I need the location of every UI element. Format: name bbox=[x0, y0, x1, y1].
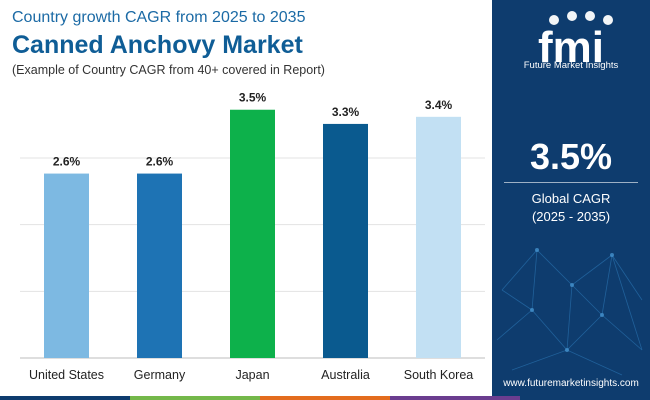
chart-kicker: Country growth CAGR from 2025 to 2035 bbox=[12, 9, 306, 26]
bar-chart: 2.6% United States 2.6% Germany 3.5% Japan 3.3… bbox=[20, 91, 485, 382]
bar-germany bbox=[137, 173, 182, 358]
bottom-color-bar bbox=[0, 396, 650, 400]
x-tick-label: South Korea bbox=[404, 368, 474, 382]
bottom-bar-segment bbox=[260, 396, 390, 400]
cagr-label-line1: Global CAGR bbox=[531, 191, 611, 206]
bar-australia bbox=[323, 123, 368, 358]
bottom-bar-segment bbox=[0, 396, 130, 400]
sidebar-panel: fmi Future Market Insights 3.5% Global C… bbox=[492, 0, 650, 400]
x-tick-label: Germany bbox=[134, 368, 186, 382]
bottom-bar-segment bbox=[130, 396, 260, 400]
chart-area: 2.6% United States 2.6% Germany 3.5% Japan 3.3… bbox=[20, 91, 485, 382]
data-label: 3.3% bbox=[332, 105, 360, 119]
x-tick-label: Australia bbox=[321, 368, 370, 382]
bottom-bar-segment bbox=[520, 396, 650, 400]
fmi-logo: fmi bbox=[538, 11, 613, 72]
divider bbox=[504, 182, 638, 183]
header: Country growth CAGR from 2025 to 2035 Ca… bbox=[12, 8, 482, 79]
global-cagr-value: 3.5% bbox=[529, 136, 613, 177]
x-tick-label: Japan bbox=[235, 368, 269, 382]
x-tick-label: United States bbox=[29, 368, 104, 382]
cagr-label-line2: (2025 - 2035) bbox=[531, 209, 611, 224]
bar-south-korea bbox=[416, 116, 461, 359]
data-label: 2.6% bbox=[146, 155, 174, 169]
chart-title: Canned Anchovy Market bbox=[12, 31, 303, 59]
global-cagr-label: Global CAGR (2025 - 2035) bbox=[492, 190, 650, 226]
data-label: 2.6% bbox=[53, 155, 81, 169]
bar-japan bbox=[230, 109, 275, 358]
logo-letters: fmi bbox=[538, 23, 604, 72]
bar-united-states bbox=[44, 173, 89, 358]
brand-name: Future Market Insights bbox=[523, 60, 619, 71]
network-decoration bbox=[496, 248, 643, 376]
data-label: 3.5% bbox=[239, 91, 267, 105]
bottom-bar-segment bbox=[390, 396, 520, 400]
website-link[interactable]: www.futuremarketinsights.com bbox=[503, 378, 639, 389]
chart-subtitle: (Example of Country CAGR from 40+ covere… bbox=[12, 63, 325, 77]
data-label: 3.4% bbox=[425, 98, 453, 112]
